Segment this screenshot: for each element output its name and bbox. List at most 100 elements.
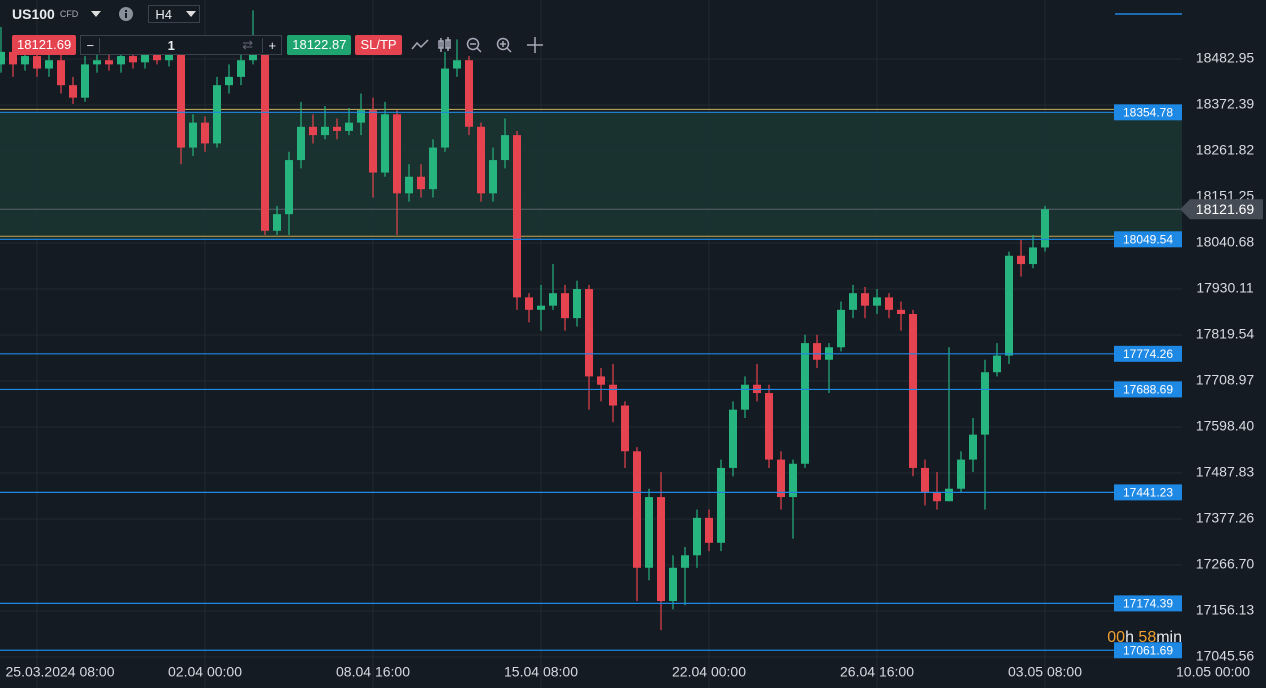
level-label-box xyxy=(1114,231,1182,248)
level-label-box xyxy=(1114,104,1182,121)
y-tick-label: 18261.82 xyxy=(1196,142,1255,158)
grid xyxy=(0,0,1182,688)
candle-body xyxy=(9,51,17,65)
candle-body xyxy=(969,434,977,460)
candle-body xyxy=(1041,209,1049,248)
symbol-bar: US100 CFD H4 xyxy=(12,4,201,24)
candle-body xyxy=(1005,255,1013,356)
candle-body xyxy=(645,497,653,568)
increase-button[interactable]: + xyxy=(262,37,281,53)
candle-body xyxy=(717,467,725,543)
buy-button[interactable]: 18122.87 xyxy=(287,35,352,55)
candle-body xyxy=(417,176,425,190)
level-label: 18049.54 xyxy=(1123,232,1173,246)
candle-body xyxy=(405,176,413,194)
candle-body xyxy=(777,459,785,498)
level-label: 17061.69 xyxy=(1123,643,1173,657)
candle-body xyxy=(993,355,1001,373)
candle-body xyxy=(657,497,665,602)
countdown-hours: 00 xyxy=(1107,629,1126,646)
candle-body xyxy=(0,51,5,65)
candle-body xyxy=(477,126,485,194)
chart-tools xyxy=(411,37,543,53)
candle-body xyxy=(765,393,773,460)
level-label: 17174.39 xyxy=(1123,597,1173,611)
candle-body xyxy=(813,343,821,360)
candle-body xyxy=(909,313,917,468)
x-tick-label: 08.04 16:00 xyxy=(336,664,410,680)
candle-body xyxy=(609,384,617,406)
zoom-out[interactable] xyxy=(466,37,482,53)
x-tick-label: 22.04 00:00 xyxy=(672,664,746,680)
y-tick-label: 17045.56 xyxy=(1196,648,1255,664)
level-label: 17441.23 xyxy=(1123,486,1173,500)
candle-body xyxy=(21,56,29,65)
candle-body xyxy=(105,60,113,65)
decrease-button[interactable]: − xyxy=(81,37,101,53)
info-icon[interactable] xyxy=(118,6,134,22)
candle-body xyxy=(1017,255,1025,265)
candle-body xyxy=(57,60,65,86)
candle-body xyxy=(921,467,929,493)
candle-body xyxy=(453,60,461,69)
candle-body xyxy=(489,160,497,194)
timeframe-select[interactable]: H4 xyxy=(148,5,201,23)
candle-body xyxy=(849,293,857,310)
candle-body xyxy=(429,147,437,190)
candle-body xyxy=(285,160,293,215)
x-tick-label: 02.04 00:00 xyxy=(168,664,242,680)
y-tick-label: 17377.26 xyxy=(1196,510,1255,526)
y-tick-label: 18040.68 xyxy=(1196,234,1255,250)
x-tick-label: 25.03.2024 08:00 xyxy=(6,664,115,680)
candle-body xyxy=(729,409,737,468)
countdown-minutes-unit: min xyxy=(1156,629,1182,646)
candle-body xyxy=(81,64,89,98)
candle-tool[interactable] xyxy=(437,37,451,52)
candle-body xyxy=(177,53,185,148)
candle-body xyxy=(801,343,809,464)
candle-body xyxy=(69,85,77,98)
level-label-box xyxy=(1114,345,1182,362)
y-tick-label: 18372.39 xyxy=(1196,96,1255,112)
sell-button[interactable]: 18121.69 xyxy=(12,35,77,55)
symbol[interactable]: US100 xyxy=(12,6,55,22)
timeframe: H4 xyxy=(155,6,172,22)
y-tick-label: 17819.54 xyxy=(1196,326,1255,342)
level-label-box xyxy=(1114,642,1182,659)
candle-body xyxy=(573,289,581,319)
candle-body xyxy=(345,122,353,131)
x-tick-label: 10.05 00:00 xyxy=(1176,664,1250,680)
x-tick-label: 03.05 08:00 xyxy=(1008,664,1082,680)
level-label-box xyxy=(1114,381,1182,398)
level-label: 17774.26 xyxy=(1123,347,1173,361)
dropdown-arrow[interactable] xyxy=(90,10,102,18)
zoom-in[interactable] xyxy=(496,37,512,53)
line-tool[interactable] xyxy=(411,39,429,50)
y-tick-label: 17598.40 xyxy=(1196,418,1255,434)
countdown-minutes: 58 xyxy=(1138,629,1157,646)
candle-body xyxy=(165,53,173,61)
candle-body xyxy=(537,305,545,310)
quantity-input: − 1 ⇄ + xyxy=(80,35,283,55)
y-tick-label: 17266.70 xyxy=(1196,556,1255,572)
candle-body xyxy=(33,56,41,69)
sl-tp-button[interactable]: SL/TP xyxy=(355,35,402,55)
candle-countdown: 00h 58min xyxy=(1107,629,1182,647)
current-price-label: 18121.69 xyxy=(1196,201,1255,217)
candle-body xyxy=(597,376,605,385)
candle-body xyxy=(189,122,197,148)
pan-tool[interactable] xyxy=(526,37,543,53)
candle-body xyxy=(981,372,989,435)
candle-body xyxy=(141,51,149,63)
countdown-hours-unit: h xyxy=(1125,629,1134,646)
quantity[interactable]: 1 xyxy=(167,37,175,53)
swap-icon[interactable]: ⇄ xyxy=(242,37,254,52)
candle-body xyxy=(129,56,137,63)
candle-body xyxy=(957,459,965,489)
candle-body xyxy=(681,555,689,568)
candle-body xyxy=(117,56,125,65)
candle-body xyxy=(873,297,881,306)
x-tick-label: 26.04 16:00 xyxy=(840,664,914,680)
candle-body xyxy=(381,114,389,173)
y-tick-label: 17708.97 xyxy=(1196,372,1255,388)
